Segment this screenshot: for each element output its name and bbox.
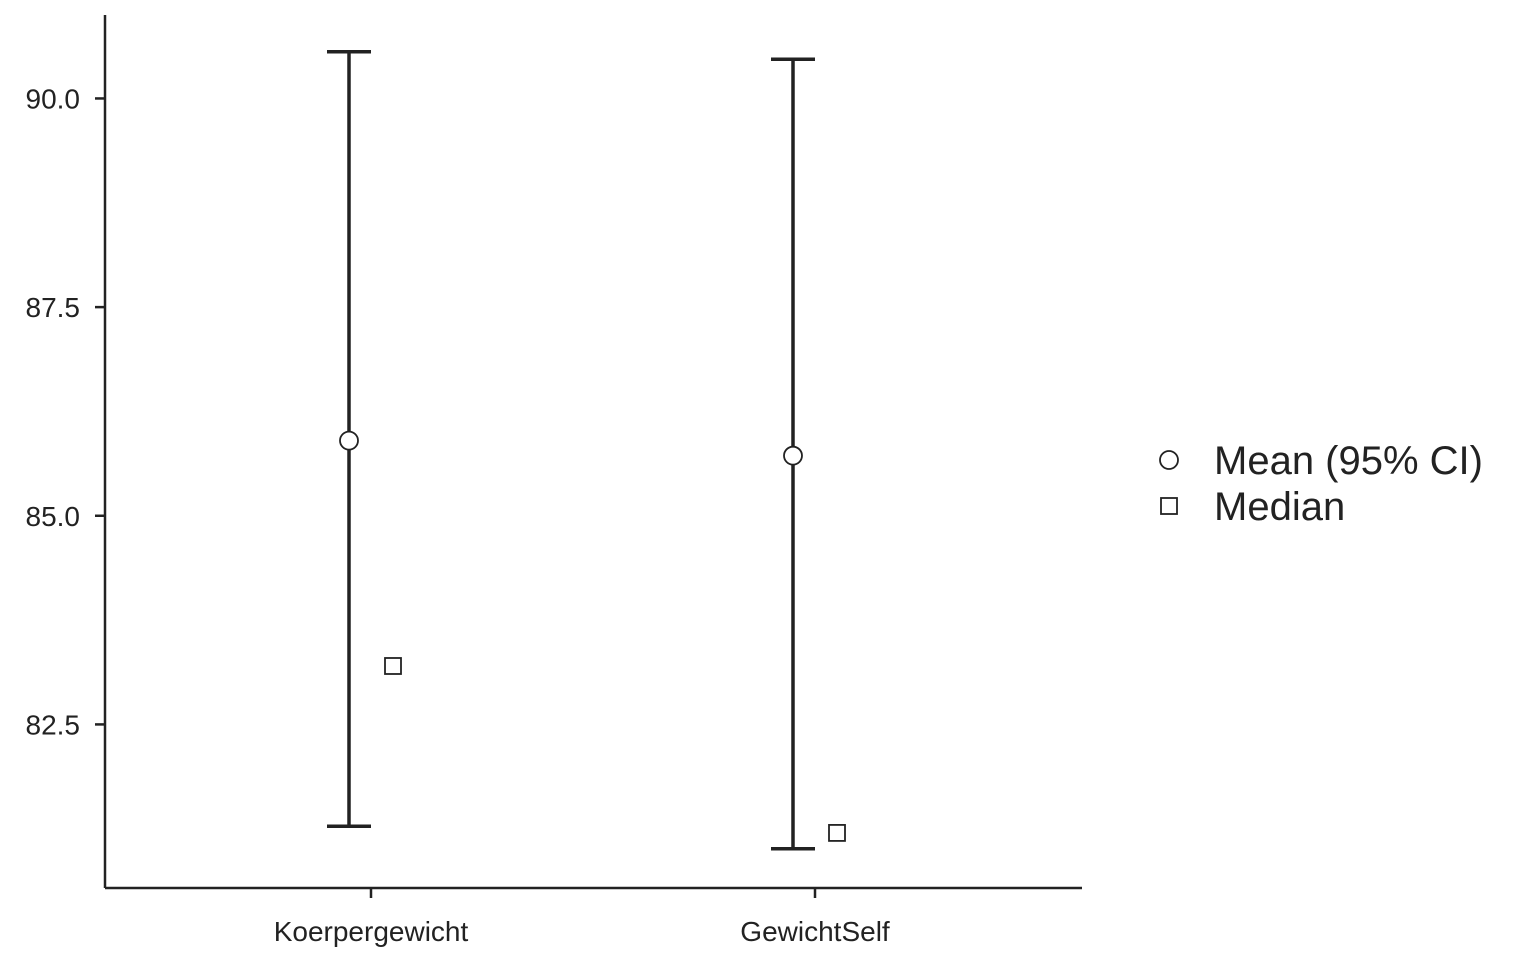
mean-point (783, 445, 803, 466)
x-tick-label: Koerpergewicht (274, 916, 469, 947)
y-tick-label: 82.5 (26, 709, 81, 740)
median-point (384, 657, 402, 675)
axes (103, 15, 1082, 890)
median-point (828, 824, 846, 842)
mean-point (339, 430, 359, 451)
x-tick-label: GewichtSelf (740, 916, 890, 947)
legend: Mean (95% CI) Median (1159, 439, 1483, 529)
legend-label-median: Median (1214, 485, 1345, 529)
y-tick-label: 87.5 (26, 292, 81, 323)
legend-label-mean: Mean (95% CI) (1214, 439, 1483, 483)
plot-area (327, 49, 846, 851)
y-tick-label: 90.0 (26, 83, 81, 114)
legend-square-icon (1160, 497, 1178, 515)
legend-circle-icon (1159, 450, 1179, 470)
y-ticks: 82.5 85.0 87.5 90.0 (26, 83, 105, 740)
y-tick-label: 85.0 (26, 501, 81, 532)
x-ticks: Koerpergewicht GewichtSelf (274, 888, 890, 947)
